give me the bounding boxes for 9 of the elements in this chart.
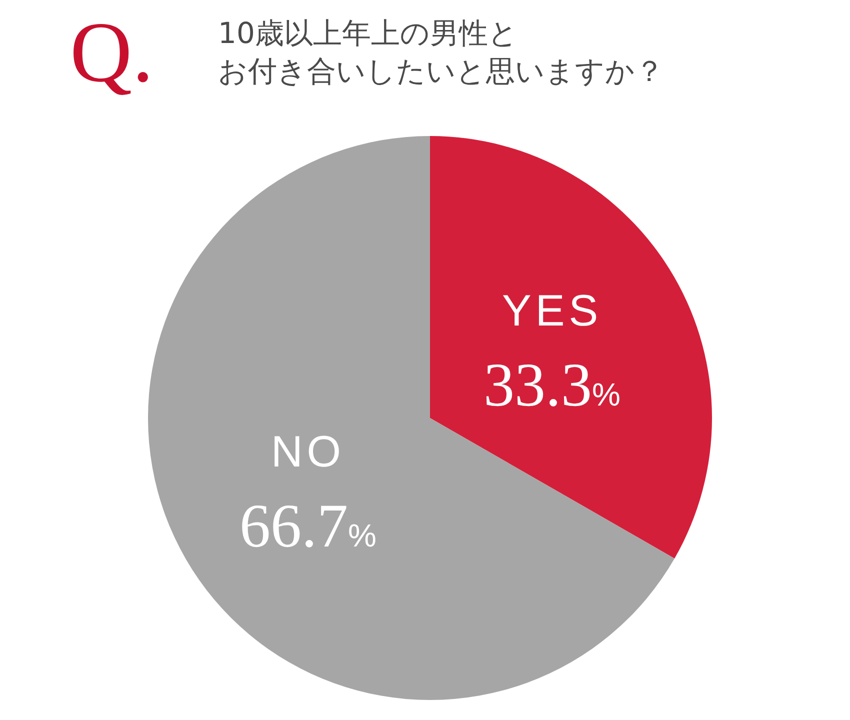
text: Q. [70,3,154,102]
chart-subtitle: お付き合いしたいと思いますか？ [218,53,664,90]
pie-slice [430,136,712,558]
pie-slice [148,136,675,700]
chart-title: 10歳以上年上の男性と [218,15,519,52]
slice-label: NO [270,428,345,477]
data-label: 33.3% [484,351,621,420]
slice-label: YES [502,286,602,336]
data-label: 66.7% [239,492,376,561]
